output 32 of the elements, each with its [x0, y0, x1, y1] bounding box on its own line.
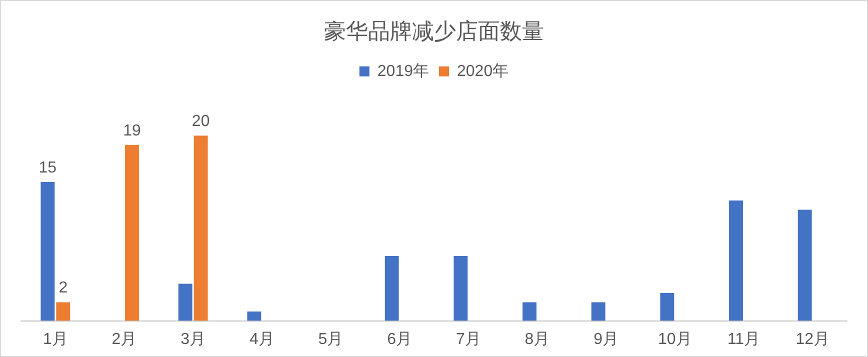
x-tick-label: 1月 [42, 330, 68, 348]
x-tick-label: 7月 [456, 330, 481, 348]
x-tick-label: 2月 [112, 330, 137, 348]
data-label: 19 [123, 122, 141, 140]
x-tick-label: 12月 [796, 330, 830, 348]
chart-title: 豪华品牌减少店面数量 [324, 18, 544, 44]
bar [729, 200, 743, 321]
x-tick-label: 6月 [387, 330, 412, 348]
x-tick-label: 4月 [249, 330, 274, 348]
bar [591, 302, 606, 321]
x-tick-label: 10月 [658, 330, 692, 348]
data-label: 15 [38, 159, 57, 176]
bar [384, 256, 399, 321]
bar [194, 136, 208, 321]
legend-label: 2019年 [377, 62, 429, 80]
x-tick-label: 11月 [727, 330, 760, 348]
data-label: 20 [192, 113, 210, 130]
bar [454, 256, 468, 321]
x-tick-label: 5月 [318, 330, 344, 348]
x-tick-label: 3月 [180, 330, 206, 348]
bar [125, 144, 139, 321]
bar [660, 293, 674, 321]
bar [247, 312, 262, 321]
bar [522, 302, 536, 321]
bar [178, 284, 192, 321]
x-tick-label: 9月 [594, 330, 619, 348]
x-tick-label: 8月 [524, 330, 550, 348]
bar [40, 182, 55, 321]
bar [56, 302, 70, 321]
bar [798, 210, 812, 321]
data-label: 2 [58, 280, 68, 297]
legend-label: 2020年 [457, 62, 509, 80]
